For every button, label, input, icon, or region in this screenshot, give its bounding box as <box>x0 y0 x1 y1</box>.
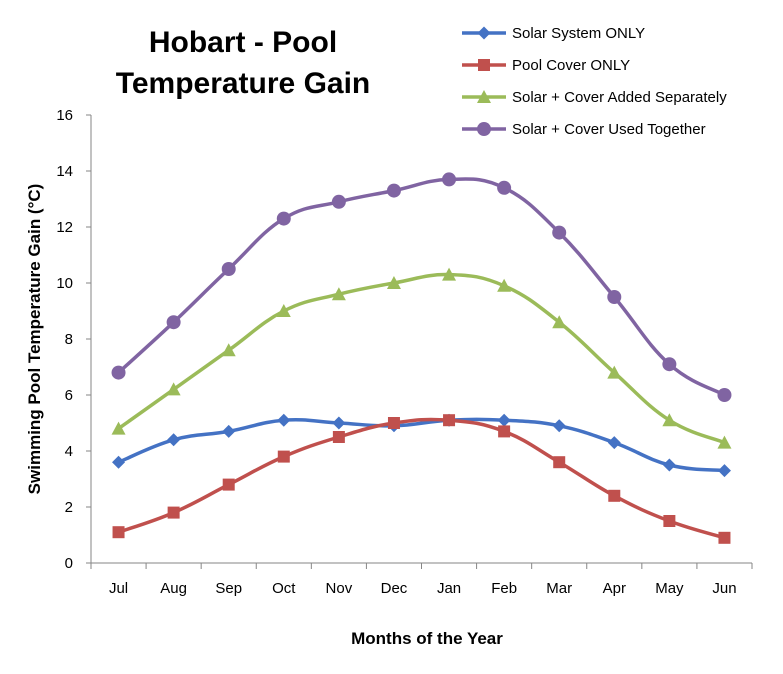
x-tick-label: Aug <box>160 580 187 597</box>
x-axis-ticks: Jul Aug Sep Oct Nov Dec Jan Feb Mar Apr May Jun <box>90 563 753 597</box>
x-tick-label: Nov <box>326 580 353 597</box>
legend-label: Solar + Cover Added Separately <box>512 89 727 106</box>
data-point <box>332 416 346 430</box>
series-layer <box>111 172 732 544</box>
x-tick-label: Dec <box>381 580 408 597</box>
legend-label: Solar + Cover Used Together <box>512 121 706 138</box>
data-point <box>552 315 567 329</box>
y-tick-label: 6 <box>65 387 73 404</box>
legend-marker <box>478 59 490 71</box>
data-point <box>277 413 291 427</box>
y-tick-label: 10 <box>56 275 73 292</box>
y-axis-ticks: 0 2 4 6 8 10 12 14 16 <box>56 107 91 572</box>
series-circle <box>111 172 732 402</box>
x-tick-label: Apr <box>603 580 626 597</box>
y-tick-label: 14 <box>56 163 73 180</box>
data-point <box>717 388 732 402</box>
series-line <box>117 272 726 445</box>
data-point <box>717 464 731 478</box>
data-point <box>662 357 677 372</box>
x-tick-label: Mar <box>546 580 572 597</box>
data-point <box>607 290 622 304</box>
data-point <box>442 267 457 281</box>
y-tick-label: 16 <box>56 107 73 124</box>
x-tick-label: Jan <box>437 580 461 597</box>
data-point <box>111 421 126 435</box>
data-point <box>112 526 125 539</box>
data-point <box>497 180 512 195</box>
data-point <box>112 455 126 469</box>
data-point <box>167 433 181 447</box>
series-line <box>117 177 726 397</box>
data-point <box>718 531 731 544</box>
data-point <box>386 276 401 289</box>
data-point <box>221 262 236 276</box>
data-point <box>663 515 676 527</box>
data-point <box>552 225 567 240</box>
x-axis-title: Months of the Year <box>351 629 503 648</box>
data-point <box>222 424 236 438</box>
x-tick-label: Jul <box>109 580 128 597</box>
y-axis-title: Swimming Pool Temperature Gain (°C) <box>25 184 44 495</box>
legend-item: Solar System ONLY <box>462 25 645 42</box>
legend: Solar System ONLY Pool Cover ONLY Solar + … <box>462 25 727 138</box>
data-point <box>442 172 457 187</box>
legend-label: Solar System ONLY <box>512 25 645 42</box>
legend-label: Pool Cover ONLY <box>512 57 630 74</box>
data-point <box>553 456 566 469</box>
data-point <box>498 425 511 438</box>
data-point <box>608 489 621 502</box>
x-tick-label: Sep <box>215 580 242 597</box>
data-point <box>662 458 676 472</box>
legend-item: Solar + Cover Added Separately <box>462 89 727 106</box>
y-tick-label: 0 <box>65 555 73 572</box>
series-line <box>117 417 725 540</box>
data-point <box>387 417 400 429</box>
data-point <box>717 435 732 449</box>
data-point <box>497 278 512 292</box>
legend-marker <box>477 90 491 103</box>
series-diamond <box>112 413 731 478</box>
y-tick-label: 8 <box>65 331 73 348</box>
data-point <box>167 506 180 519</box>
data-point <box>443 414 456 427</box>
data-point <box>277 450 290 463</box>
y-tick-label: 4 <box>65 443 73 460</box>
x-tick-label: May <box>655 580 684 597</box>
data-point <box>221 343 236 357</box>
data-point <box>662 413 677 427</box>
series-square <box>112 414 731 544</box>
legend-item: Solar + Cover Used Together <box>462 121 706 138</box>
x-tick-label: Feb <box>491 580 517 597</box>
data-point <box>331 194 346 209</box>
data-point <box>552 419 566 433</box>
y-tick-label: 12 <box>56 219 73 236</box>
legend-item: Pool Cover ONLY <box>462 57 630 74</box>
x-tick-label: Jun <box>712 580 736 597</box>
data-point <box>332 431 345 443</box>
y-tick-label: 2 <box>65 499 73 516</box>
data-point <box>166 382 181 396</box>
data-point <box>607 436 621 450</box>
data-point <box>111 365 126 380</box>
series-line <box>117 417 725 473</box>
chart-title-line-1: Hobart - Pool <box>149 26 337 59</box>
data-point <box>276 304 291 317</box>
data-point <box>331 287 346 301</box>
data-point <box>607 365 622 379</box>
data-point <box>276 211 291 226</box>
data-point <box>386 183 401 198</box>
x-tick-label: Oct <box>272 580 296 597</box>
data-point <box>222 478 235 491</box>
chart-title-line-2: Temperature Gain <box>116 67 371 100</box>
data-point <box>166 315 181 330</box>
legend-marker <box>477 26 491 40</box>
legend-marker <box>477 122 491 136</box>
series-triangle <box>111 267 732 449</box>
data-point <box>497 413 511 427</box>
